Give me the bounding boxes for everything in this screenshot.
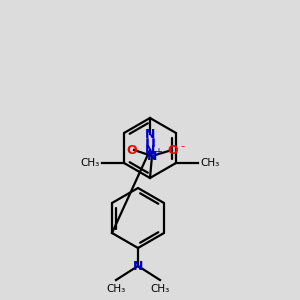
Text: CH₃: CH₃ bbox=[106, 284, 126, 294]
Text: CH₃: CH₃ bbox=[150, 284, 170, 294]
Text: O: O bbox=[127, 143, 137, 157]
Text: CH₃: CH₃ bbox=[81, 158, 100, 168]
Text: N: N bbox=[145, 143, 155, 157]
Text: N: N bbox=[145, 128, 155, 140]
Text: CH₃: CH₃ bbox=[200, 158, 219, 168]
Text: O: O bbox=[168, 143, 178, 157]
Text: N: N bbox=[133, 260, 143, 272]
Text: +: + bbox=[154, 147, 162, 157]
Text: -: - bbox=[180, 141, 184, 151]
Text: N: N bbox=[147, 149, 157, 163]
